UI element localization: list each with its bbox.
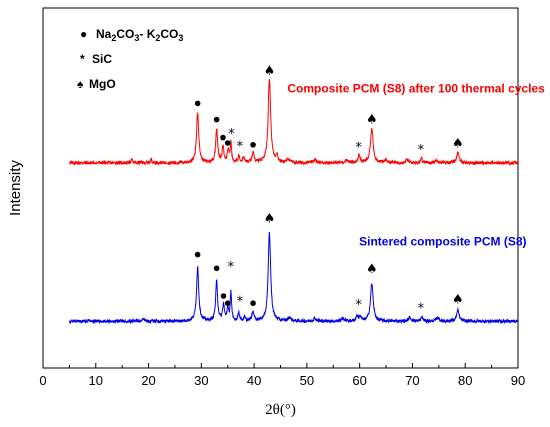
x-tick-label: 60	[352, 373, 366, 388]
legend-symbol-spade: ♠	[77, 77, 84, 91]
plot-frame	[42, 7, 519, 369]
phase-marker-mgo: ♠	[366, 113, 378, 128]
phase-marker-mgo: ♠	[264, 64, 276, 79]
x-tick-label: 30	[194, 373, 208, 388]
phase-marker-na2co3-k2co3	[250, 300, 256, 307]
phase-marker-sic: *	[237, 294, 244, 309]
x-tick-label: 0	[39, 373, 46, 388]
x-tick-label: 90	[511, 373, 525, 388]
phase-marker-sic: *	[228, 260, 235, 275]
phase-marker-na2co3-k2co3	[224, 300, 231, 307]
phase-marker-sic: *	[237, 140, 244, 155]
phase-marker-sic: *	[228, 127, 235, 142]
x-tick-label: 50	[300, 373, 314, 388]
phase-marker-na2co3-k2co3	[220, 293, 227, 299]
series-layer	[68, 79, 519, 325]
phase-marker-mgo: ♠	[452, 137, 464, 152]
phase-marker-mgo: ♠	[264, 212, 276, 227]
phase-marker-na2co3-k2co3	[194, 251, 201, 258]
x-tick-label: 80	[458, 373, 472, 388]
phase-marker-sic: *	[355, 140, 362, 155]
phase-marker-sic: *	[418, 143, 425, 158]
series-line-cycled	[68, 79, 519, 167]
phase-marker-na2co3-k2co3	[224, 140, 231, 146]
series-line-sintered	[68, 231, 519, 325]
x-axis-title: 2θ(°)	[265, 402, 296, 418]
legend-label-na2co3-k2co3: Na2CO3- K2CO3	[96, 27, 183, 43]
series-label-cycled: Composite PCM (S8) after 100 thermal cyc…	[287, 82, 545, 96]
phase-marker-na2co3-k2co3	[220, 134, 226, 141]
legend-label-mgo: MgO	[89, 77, 116, 91]
phase-marker-mgo: ♠	[366, 262, 378, 277]
x-tick-label: 40	[247, 373, 261, 388]
x-tick-label: 10	[89, 373, 103, 388]
marker-layer: **♠*♠* ♠**♠*♠*♠	[194, 64, 464, 317]
legend-symbol-star: *	[80, 52, 85, 66]
y-axis-title: Intensity	[7, 160, 24, 216]
phase-marker-na2co3-k2co3	[250, 142, 256, 148]
phase-marker-sic: *	[418, 302, 425, 317]
phase-marker-na2co3-k2co3	[194, 100, 201, 107]
legend-symbol-circle: ●	[80, 27, 87, 41]
x-tick-label: 70	[405, 373, 419, 388]
x-tick-label: 20	[141, 373, 155, 388]
phase-marker-sic: *	[355, 298, 362, 313]
series-label-sintered: Sintered composite PCM (S8)	[359, 235, 526, 249]
x-axis-ticks: 0 10 20 30 40 50 60 70 80 90	[39, 363, 525, 388]
legend: ● Na2CO3- K2CO3 * SiC ♠ MgO	[77, 27, 183, 91]
phase-marker-na2co3-k2co3	[213, 265, 220, 272]
phase-marker-na2co3-k2co3	[213, 116, 220, 123]
legend-label-sic: SiC	[92, 52, 112, 66]
phase-marker-mgo: ♠	[452, 293, 464, 308]
